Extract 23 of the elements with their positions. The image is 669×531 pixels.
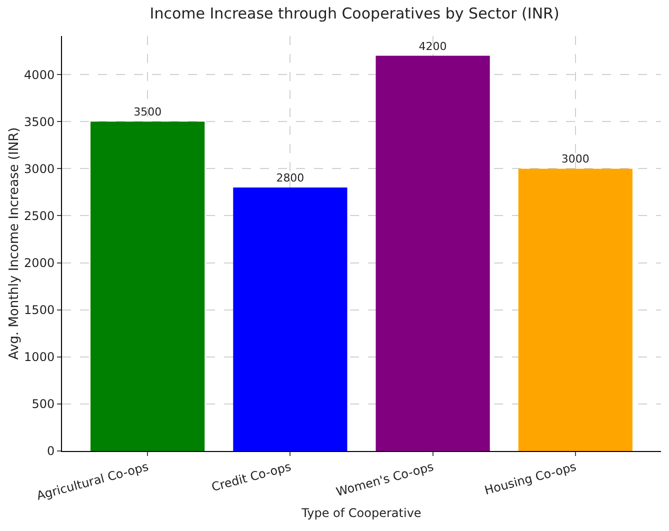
y-tick-label: 1000: [24, 350, 55, 364]
y-tick-label: 1500: [24, 303, 55, 318]
y-tick-label: 0: [46, 444, 55, 458]
bar: [233, 188, 348, 451]
x-tick-label: Housing Co-ops: [483, 460, 578, 498]
y-tick-label: 4000: [24, 68, 55, 82]
y-tick-label: 2500: [24, 208, 55, 223]
x-tick-label: Women's Co-ops: [334, 460, 436, 500]
bar: [90, 122, 205, 451]
y-tick-label: 500: [32, 397, 55, 412]
bar: [376, 56, 490, 451]
bar: [518, 168, 632, 451]
data-label: 2800: [276, 172, 304, 185]
y-tick-label: 3500: [24, 114, 55, 129]
x-tick-label: Credit Co-ops: [210, 460, 293, 494]
data-label: 4200: [418, 40, 447, 53]
data-label: 3500: [134, 106, 162, 119]
y-tick-label: 3000: [24, 162, 55, 176]
data-label: 3000: [561, 152, 590, 166]
chart-title: Income Increase through Cooperatives by Sector (INR): [150, 4, 560, 22]
x-axis-title: Type of Cooperative: [300, 506, 422, 520]
y-tick-label: 2000: [24, 256, 55, 270]
y-axis-title: Avg. Monthly Income Increase (INR): [7, 127, 22, 360]
